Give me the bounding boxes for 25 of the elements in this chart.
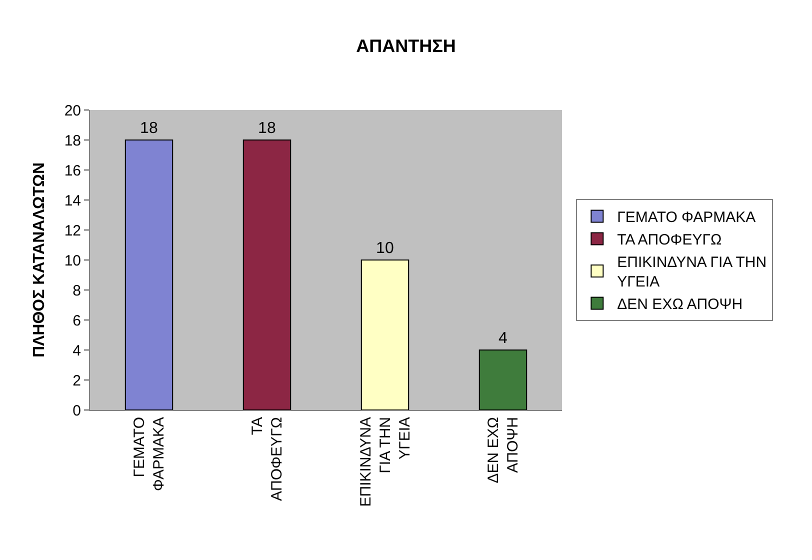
y-tick-label: 18: [64, 132, 81, 150]
y-axis-title: ΠΛΗΘΟΣ ΚΑΤΑΝΑΛΩΤΩΝ: [31, 162, 48, 358]
y-tick-label: 0: [72, 402, 81, 420]
y-tick-label: 8: [72, 282, 81, 300]
y-tick-label: 6: [72, 312, 81, 330]
legend-label: ΕΠΙΚΙΝΔΥΝΑ ΓΙΑ ΤΗΝ ΥΓΕΙΑ: [617, 254, 767, 291]
y-tick-label: 16: [64, 162, 81, 180]
y-tick-label: 14: [64, 192, 81, 210]
chart-title: ΑΠΑΝΤΗΣΗ: [356, 36, 456, 56]
data-label: 10: [376, 240, 394, 257]
y-tick-label: 4: [72, 342, 81, 360]
x-tick-label: ΓΕΜΑΤΟ ΦΑΡΜΑΚΑ: [131, 417, 168, 492]
x-tick-label: ΕΠΙΚΙΝΔΥΝΑ ΓΙΑ ΤΗΝ ΥΓΕΙΑ: [357, 417, 414, 507]
y-tick-label: 10: [64, 252, 81, 270]
y-tick-label: 2: [72, 372, 81, 390]
legend-label: ΤΑ ΑΠΟΦΕΥΓΩ: [617, 232, 722, 249]
data-label: 18: [140, 120, 158, 137]
legend-label: ΓΕΜΑΤΟ ΦΑΡΜΑΚΑ: [617, 209, 756, 226]
data-label: 18: [258, 120, 276, 137]
data-label: 4: [498, 330, 508, 347]
y-tick-label: 20: [64, 102, 81, 120]
y-tick-label: 12: [64, 222, 81, 240]
x-tick-label: ΤΑ ΑΠΟΦΕΥΓΩ: [249, 417, 286, 501]
x-tick-label: ΔΕΝ ΕΧΩ ΑΠΟΨΗ: [485, 417, 522, 484]
legend-label: ΔΕΝ ΕΧΩ ΑΠΟΨΗ: [617, 296, 743, 314]
